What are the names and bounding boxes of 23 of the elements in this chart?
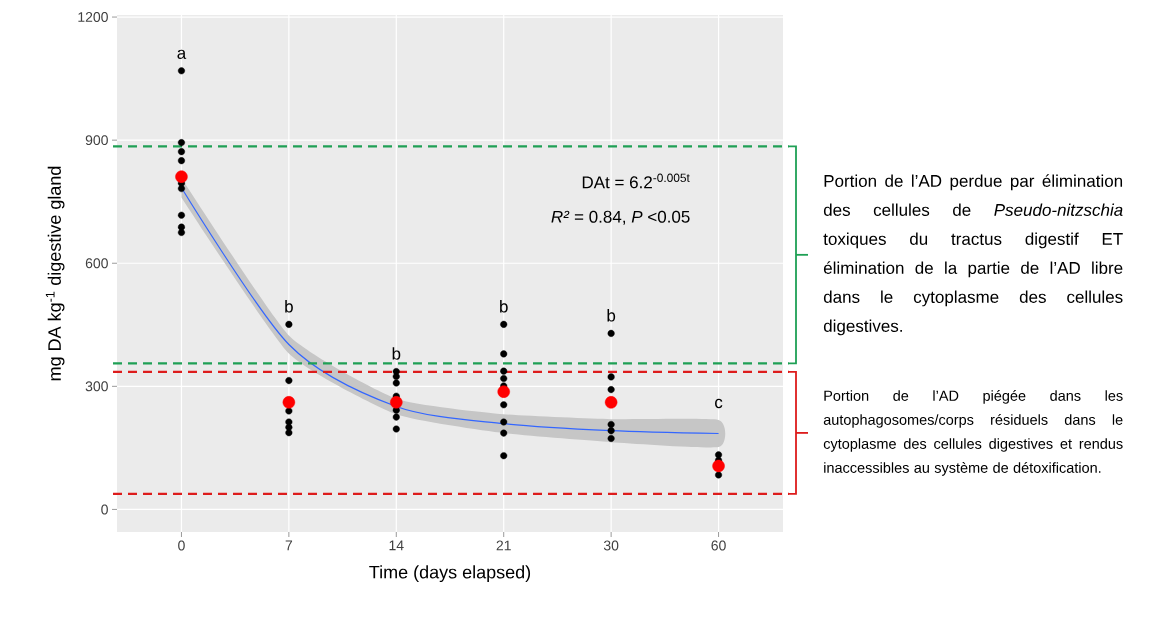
x-tick-label: 0 bbox=[178, 540, 185, 551]
text: Portion de l’AD perdue par élimination des cellules de Pseudo-nitzschia toxiques du tractus digestif ET élimination de la partie de l’AD libre dans le cytoplasme des cellules digestives. bbox=[823, 174, 1123, 336]
y-tick-label: 300 bbox=[85, 381, 108, 392]
y-tick-label: 1200 bbox=[78, 12, 108, 23]
x-tick-label: 21 bbox=[496, 540, 511, 551]
annotation: R² = 0.84, P <0.05 bbox=[551, 210, 690, 225]
x-tick-label: 30 bbox=[603, 540, 619, 551]
annotation: b bbox=[607, 309, 616, 322]
annotation: b bbox=[285, 300, 293, 313]
annotation: a bbox=[177, 49, 187, 59]
x-tick-label: 14 bbox=[389, 540, 404, 551]
y-tick-label: 600 bbox=[85, 258, 108, 269]
annotation: c bbox=[715, 398, 723, 409]
y-axis-title: mg DA kg$^{-1}$ digestive gland bbox=[45, 166, 65, 381]
text: Portion de l’AD piégée dans les autophagosomes/corps résiduels dans le cytoplasme des cellules digestives et rendus inaccessibles au système de détoxification. bbox=[823, 390, 1123, 476]
x-axis-title: Time (days elapsed) bbox=[369, 565, 531, 583]
y-tick-label: 0 bbox=[101, 504, 108, 515]
x-tick-label: 7 bbox=[285, 540, 293, 551]
x-tick-label: 60 bbox=[711, 540, 726, 551]
annotation: DAt = 6.2$^{-0.005t}$ bbox=[582, 173, 690, 189]
y-tick-label: 900 bbox=[85, 135, 108, 146]
annotation: b bbox=[500, 300, 508, 313]
annotation: b bbox=[392, 347, 401, 360]
